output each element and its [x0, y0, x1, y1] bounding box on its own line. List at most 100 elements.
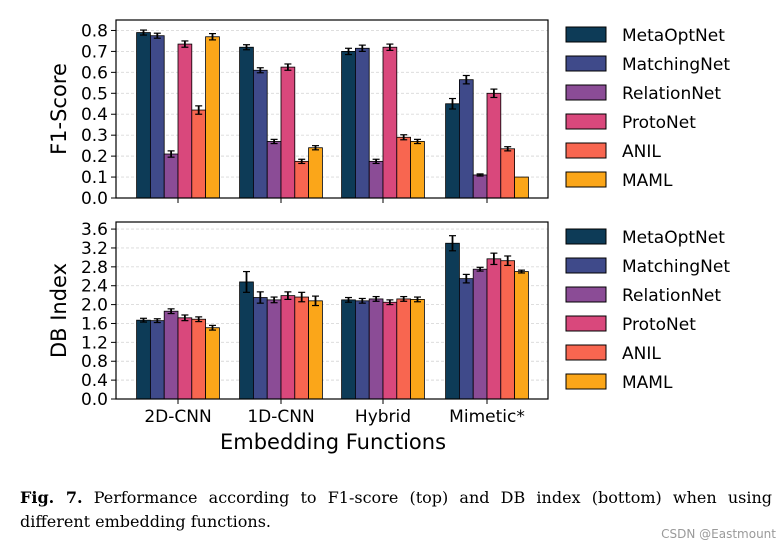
bar-protonet-hybrid [382, 46, 398, 199]
y-axis-title: F1-Score [47, 63, 71, 155]
y-tick-label: 2.4 [81, 277, 108, 297]
bar-relationnet-mimetic [472, 174, 488, 199]
bar-maml-1dcnn [308, 147, 323, 199]
f1-score-panel: 0.00.10.20.30.40.50.60.70.8 F1-Score MetaO… [47, 19, 730, 209]
bar-anil-1dcnn [294, 160, 309, 199]
bar-protonet-2dcnn [177, 317, 193, 400]
bar-matchingnet-hybrid [354, 47, 370, 199]
figure: 0.00.10.20.30.40.50.60.70.8F1-ScoreMetaO… [47, 19, 730, 454]
y-tick-label: 0.5 [81, 84, 108, 104]
bar-metaoptnet-1dcnn [239, 281, 254, 400]
bar-anil-1dcnn [294, 296, 309, 400]
legend-swatch-metaoptnet [565, 26, 607, 43]
y-tick-label: 0.4 [81, 105, 108, 125]
x-tick-label: Hybrid [355, 407, 411, 427]
bar-maml-1dcnn [308, 300, 323, 400]
bar-anil-2dcnn [191, 109, 207, 199]
legend-label-protonet: ProtoNet [622, 315, 696, 335]
figure-caption: Fig. 7. Performance according to F1-scor… [20, 486, 772, 534]
bar-anil-2dcnn [191, 318, 207, 400]
y-tick-label: 0.0 [81, 390, 108, 410]
y-tick-label: 0.8 [81, 352, 108, 372]
bar-metaoptnet-2dcnn [136, 32, 151, 199]
bar-maml-hybrid [410, 299, 425, 400]
y-tick-label: 0.1 [81, 168, 108, 188]
legend-swatch-protonet [565, 315, 607, 332]
bar-protonet-mimetic [486, 92, 502, 199]
bar-protonet-2dcnn [177, 43, 193, 199]
legend-label-metaoptnet: MetaOptNet [622, 26, 725, 46]
legend-label-matchingnet: MatchingNet [622, 55, 730, 75]
bar-maml-mimetic [514, 271, 529, 400]
bar-anil-hybrid [396, 136, 411, 199]
y-tick-label: 3.2 [81, 239, 108, 259]
legend-swatch-anil [565, 142, 607, 159]
bar-matchingnet-2dcnn [149, 320, 165, 400]
bar-anil-hybrid [396, 298, 411, 400]
legend-swatch-matchingnet [565, 257, 607, 274]
x-tick-label: Mimetic* [449, 407, 525, 427]
bar-metaoptnet-hybrid [341, 299, 356, 400]
legend-label-anil: ANIL [622, 142, 661, 162]
bar-relationnet-1dcnn [266, 299, 282, 400]
legend-swatch-maml [565, 373, 607, 390]
bar-maml-2dcnn [205, 36, 220, 199]
y-tick-label: 2.0 [81, 296, 108, 316]
bar-matchingnet-2dcnn [149, 35, 165, 199]
legend-swatch-relationnet [565, 286, 607, 303]
legend-swatch-anil [565, 344, 607, 361]
y-tick-label: 0.2 [81, 147, 108, 167]
legend-label-relationnet: RelationNet [622, 84, 721, 104]
bar-metaoptnet-2dcnn [136, 319, 151, 400]
legend-swatch-metaoptnet [565, 228, 607, 245]
legend-swatch-matchingnet [565, 55, 607, 72]
y-axis-title: DB Index [47, 263, 71, 358]
legend-label-metaoptnet: MetaOptNet [622, 228, 725, 248]
y-tick-label: 0.6 [81, 63, 108, 83]
bar-metaoptnet-1dcnn [239, 46, 254, 199]
bar-protonet-1dcnn [280, 66, 296, 199]
bar-relationnet-hybrid [368, 298, 384, 400]
bar-maml-mimetic [514, 176, 529, 199]
legend-swatch-protonet [565, 113, 607, 130]
y-tick-label: 3.6 [81, 220, 108, 240]
bar-anil-mimetic [500, 148, 515, 199]
y-tick-label: 0.0 [81, 189, 108, 209]
bar-relationnet-1dcnn [266, 141, 282, 199]
x-tick-label: 1D-CNN [247, 407, 314, 427]
y-tick-label: 0.8 [81, 21, 108, 41]
x-axis-title: Embedding Functions [220, 430, 446, 454]
bar-maml-hybrid [410, 141, 425, 199]
bar-maml-2dcnn [205, 327, 220, 400]
bar-matchingnet-1dcnn [252, 297, 268, 400]
bar-matchingnet-mimetic [458, 278, 474, 400]
caption-label: Fig. 7. [20, 488, 83, 507]
caption-text: Performance according to F1-score (top) … [20, 488, 773, 531]
y-tick-label: 0.3 [81, 126, 108, 146]
legend-label-relationnet: RelationNet [622, 286, 721, 306]
y-tick-label: 0.7 [81, 42, 108, 62]
bar-relationnet-2dcnn [163, 310, 179, 400]
legend-swatch-maml [565, 171, 607, 188]
bar-relationnet-mimetic [472, 268, 488, 400]
bar-relationnet-2dcnn [163, 153, 179, 199]
x-tick-label: 2D-CNN [144, 407, 211, 427]
bar-protonet-1dcnn [280, 295, 296, 400]
plot-frame [115, 221, 549, 400]
legend-label-matchingnet: MatchingNet [622, 257, 730, 277]
bar-matchingnet-1dcnn [252, 69, 268, 199]
legend-label-anil: ANIL [622, 344, 661, 364]
legend-swatch-relationnet [565, 84, 607, 101]
legend-label-protonet: ProtoNet [622, 113, 696, 133]
bar-relationnet-hybrid [368, 160, 384, 199]
bar-metaoptnet-mimetic [445, 103, 460, 199]
bar-protonet-hybrid [382, 301, 398, 400]
watermark: CSDN @Eastmount [661, 527, 776, 541]
bar-matchingnet-hybrid [354, 300, 370, 400]
y-tick-label: 2.8 [81, 258, 108, 278]
y-tick-label: 1.6 [81, 314, 108, 334]
legend-label-maml: MAML [622, 373, 673, 393]
bar-metaoptnet-mimetic [445, 242, 460, 400]
db-index-panel: 0.00.40.81.21.62.02.42.83.23.6 2D-CNN 1D-C… [47, 220, 730, 427]
y-tick-label: 0.4 [81, 371, 108, 391]
